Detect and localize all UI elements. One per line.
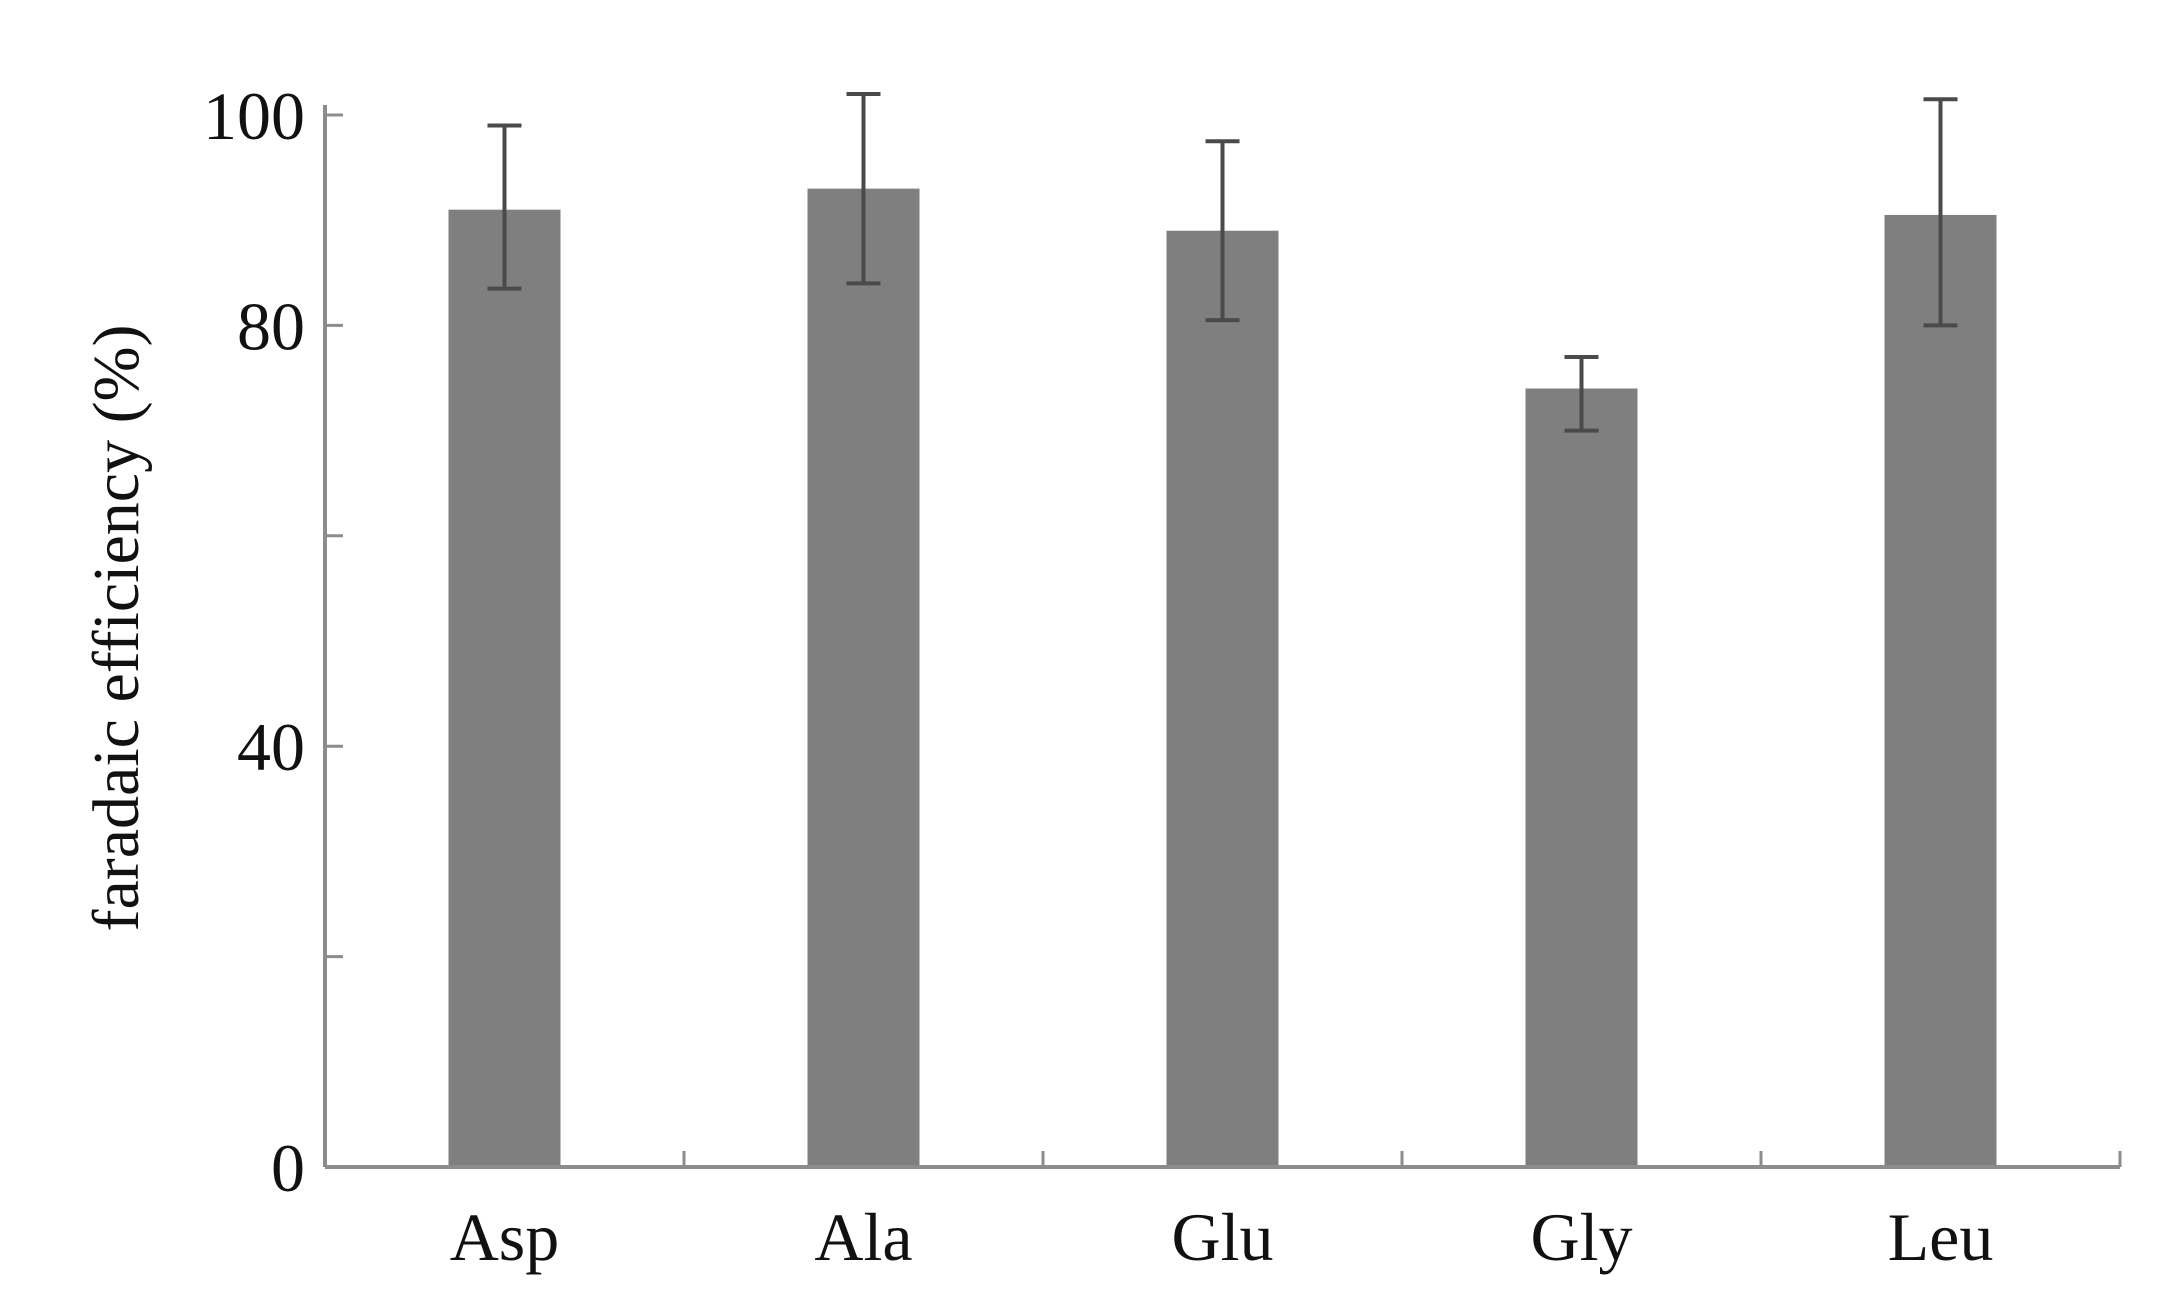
bar-gly (1525, 388, 1638, 1167)
bar-leu (1884, 214, 1997, 1167)
bars-group (448, 188, 1997, 1168)
y-tick-label-100: 100 (203, 78, 305, 154)
bar-asp (448, 209, 561, 1167)
x-tick-label-ala: Ala (814, 1199, 912, 1275)
y-tick-label-0: 0 (271, 1130, 305, 1206)
x-tick-label-leu: Leu (1888, 1199, 1994, 1275)
y-tick-label-40: 40 (237, 709, 305, 785)
x-tick-label-glu: Glu (1172, 1199, 1274, 1275)
y-axis-label: faradaic efficiency (%) (80, 324, 153, 931)
axes-group (323, 105, 2122, 1169)
x-tick-label-asp: Asp (450, 1199, 560, 1275)
x-tick-label-gly: Gly (1531, 1199, 1633, 1275)
y-tick-label-80: 80 (237, 288, 305, 364)
error-bars-group (487, 91, 1958, 433)
bar-glu (1166, 230, 1279, 1168)
bar-ala (807, 188, 920, 1167)
tick-labels-group: Asp Ala Glu Gly Leu 0 40 80 100 (203, 78, 1993, 1275)
